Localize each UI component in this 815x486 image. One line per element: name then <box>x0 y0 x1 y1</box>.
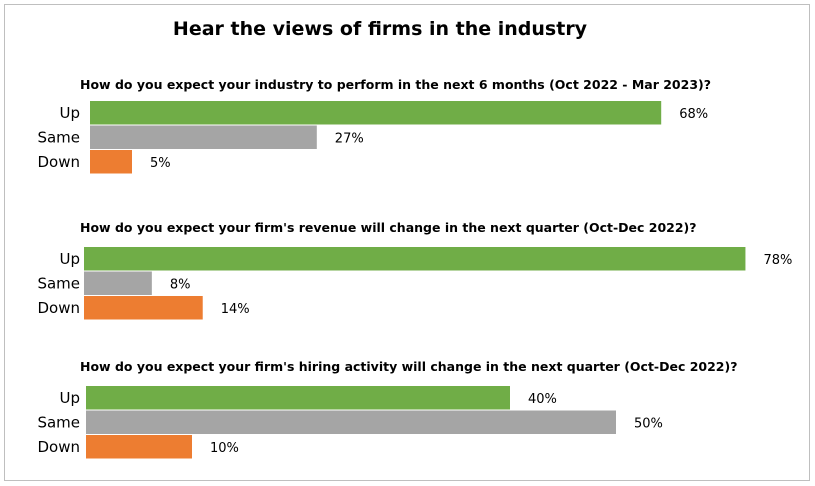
question-title-1: How do you expect your industry to perfo… <box>80 77 711 92</box>
question-title-3: How do you expect your firm's hiring act… <box>80 359 737 374</box>
bar-3-up <box>86 386 510 410</box>
category-label-3-down: Down <box>37 438 80 456</box>
category-label-2-down: Down <box>37 299 80 317</box>
value-label-3-same: 50% <box>634 416 663 431</box>
category-label-3-up: Up <box>59 389 80 407</box>
chart-title: Hear the views of firms in the industry <box>173 18 588 40</box>
category-label-2-up: Up <box>59 250 80 268</box>
bar-3-same <box>86 410 616 434</box>
category-label-1-down: Down <box>37 153 80 171</box>
bar-2-up <box>84 247 746 271</box>
bar-1-down <box>90 150 132 174</box>
bar-3-down <box>86 435 192 459</box>
category-label-1-up: Up <box>59 104 80 122</box>
value-label-1-down: 5% <box>150 156 171 171</box>
chart-panels: How do you expect your industry to perfo… <box>37 77 792 459</box>
bar-2-down <box>84 296 203 320</box>
value-label-3-down: 10% <box>210 441 239 456</box>
value-label-1-up: 68% <box>679 107 708 122</box>
value-label-3-up: 40% <box>528 392 557 407</box>
category-label-3-same: Same <box>37 413 80 431</box>
bar-1-up <box>90 101 662 125</box>
bar-1-same <box>90 125 317 149</box>
bar-2-same <box>84 271 152 295</box>
category-label-1-same: Same <box>37 128 80 146</box>
value-label-2-down: 14% <box>221 302 250 317</box>
value-label-2-same: 8% <box>170 277 191 292</box>
question-title-2: How do you expect your firm's revenue wi… <box>80 220 697 235</box>
value-label-1-same: 27% <box>335 131 364 146</box>
category-label-2-same: Same <box>37 274 80 292</box>
value-label-2-up: 78% <box>763 253 792 268</box>
